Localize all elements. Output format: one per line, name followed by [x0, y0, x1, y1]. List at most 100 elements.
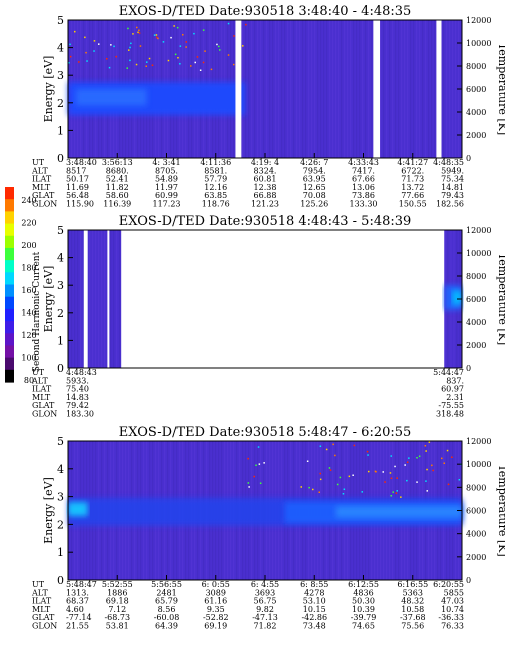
texture-stripe — [302, 20, 304, 158]
texture-stripe — [446, 20, 448, 158]
speckle — [110, 44, 112, 46]
speckle — [329, 469, 332, 471]
texture-stripe — [452, 20, 454, 158]
speckle — [138, 29, 140, 31]
y-right-tick-label: 2000 — [466, 553, 486, 562]
table-cell: 1886 — [107, 588, 127, 597]
y-right-tick-label: 8000 — [466, 62, 486, 71]
colorbar-swatch — [5, 235, 14, 249]
table-cell: 12.38 — [254, 183, 277, 192]
colorbar-tick-label: 80 — [24, 376, 34, 385]
y-right-tick-label: 10000 — [466, 460, 491, 469]
speckle — [93, 50, 95, 52]
speckle — [233, 35, 235, 37]
speckle — [227, 22, 230, 25]
speckle — [418, 455, 421, 457]
speckle — [145, 65, 147, 67]
speckle — [74, 30, 76, 33]
texture-stripe — [407, 20, 409, 158]
panel-1: EXOS-D/TED Date:930518 3:48:40 - 4:48:35… — [31, 4, 505, 209]
speckle — [336, 483, 339, 486]
table-cell: -39.79 — [351, 613, 377, 622]
speckle — [366, 450, 369, 453]
texture-stripe — [89, 230, 91, 368]
table-cell: 5:48:47 — [66, 580, 97, 589]
texture-stripe — [260, 20, 262, 158]
panel-3: EXOS-D/TED Date:930518 5:48:47 - 6:20:55… — [31, 425, 505, 631]
texture-stripe — [338, 20, 340, 158]
colorbar-swatch — [5, 357, 14, 371]
speckle — [182, 34, 184, 36]
table-cell: 64.39 — [155, 622, 178, 631]
panel-title: EXOS-D/TED Date:930518 4:48:43 - 5:48:39 — [119, 214, 412, 229]
texture-stripe — [410, 20, 412, 158]
y-right-tick-label: 2000 — [466, 131, 486, 140]
table-cell: 8324. — [254, 166, 277, 175]
speckle — [390, 495, 392, 497]
plot-area — [68, 230, 462, 368]
table-cell: 4:48:43 — [66, 368, 97, 377]
speckle — [216, 43, 218, 46]
data-region — [68, 230, 122, 368]
speckle — [113, 45, 115, 48]
row-label: GLAT — [32, 613, 55, 622]
texture-stripe — [299, 20, 301, 158]
y-right-tick-label: 4000 — [466, 318, 486, 327]
speckle — [368, 470, 370, 473]
texture-stripe — [275, 20, 277, 158]
texture-stripe — [311, 20, 313, 158]
y-right-tick-label: 0 — [466, 576, 471, 585]
table-cell: -75.55 — [438, 401, 464, 410]
table-cell: 118.76 — [202, 200, 230, 209]
speckle — [348, 475, 351, 478]
colorbar-tick-label: 140 — [21, 309, 36, 318]
table-cell: 8680. — [106, 166, 129, 175]
texture-stripe — [278, 20, 280, 158]
speckle — [219, 49, 221, 51]
speckle — [416, 457, 418, 459]
table-cell: 5:56:55 — [151, 580, 182, 589]
y-tick-label: 4 — [57, 42, 64, 55]
speckle — [392, 491, 394, 493]
colorbar-swatch — [5, 345, 14, 359]
texture-stripe — [116, 230, 118, 368]
texture-stripe — [416, 20, 418, 158]
speckle — [389, 472, 392, 474]
speckle — [259, 482, 262, 484]
row-label: ALT — [31, 588, 48, 597]
speckle — [390, 455, 392, 457]
table-cell: 3:48:40 — [66, 158, 97, 167]
table-cell: 53.81 — [106, 622, 129, 631]
y-right-tick-label: 12000 — [466, 226, 491, 235]
panel-title: EXOS-D/TED Date:930518 3:48:40 - 4:48:35 — [119, 4, 412, 19]
colorbar-swatch — [5, 296, 14, 310]
speckle — [441, 457, 443, 460]
table-cell: 69.19 — [204, 622, 227, 631]
speckle — [68, 62, 70, 64]
table-cell: 10.58 — [401, 605, 424, 614]
texture-stripe — [98, 230, 100, 368]
table-cell: 79.43 — [441, 191, 464, 200]
speckle — [308, 486, 310, 489]
y-tick-label: 3 — [57, 491, 64, 504]
table-cell: 6: 4:55 — [251, 580, 279, 589]
table-cell: 10.74 — [441, 605, 464, 614]
table-cell: 5363 — [403, 588, 423, 597]
texture-stripe — [71, 230, 73, 368]
table-cell: 6:20:55 — [433, 580, 464, 589]
speckle — [69, 55, 72, 58]
colorbar-ticks: 240 220 200 180 160 140 120 100 80 — [21, 196, 36, 385]
speckle — [396, 477, 398, 479]
table-cell: 50.17 — [66, 175, 89, 184]
table-cell: 75.56 — [401, 622, 424, 631]
texture-stripe — [425, 20, 427, 158]
speckle — [185, 46, 187, 48]
texture-stripe — [320, 20, 322, 158]
y-right-tick-label: 8000 — [466, 483, 486, 492]
colorbar-swatch — [5, 308, 14, 322]
table-cell: 9.35 — [207, 605, 225, 614]
y-right-axis-label: Temperature [K] — [496, 464, 505, 556]
plot-background — [68, 230, 462, 368]
texture-stripe — [332, 20, 334, 158]
